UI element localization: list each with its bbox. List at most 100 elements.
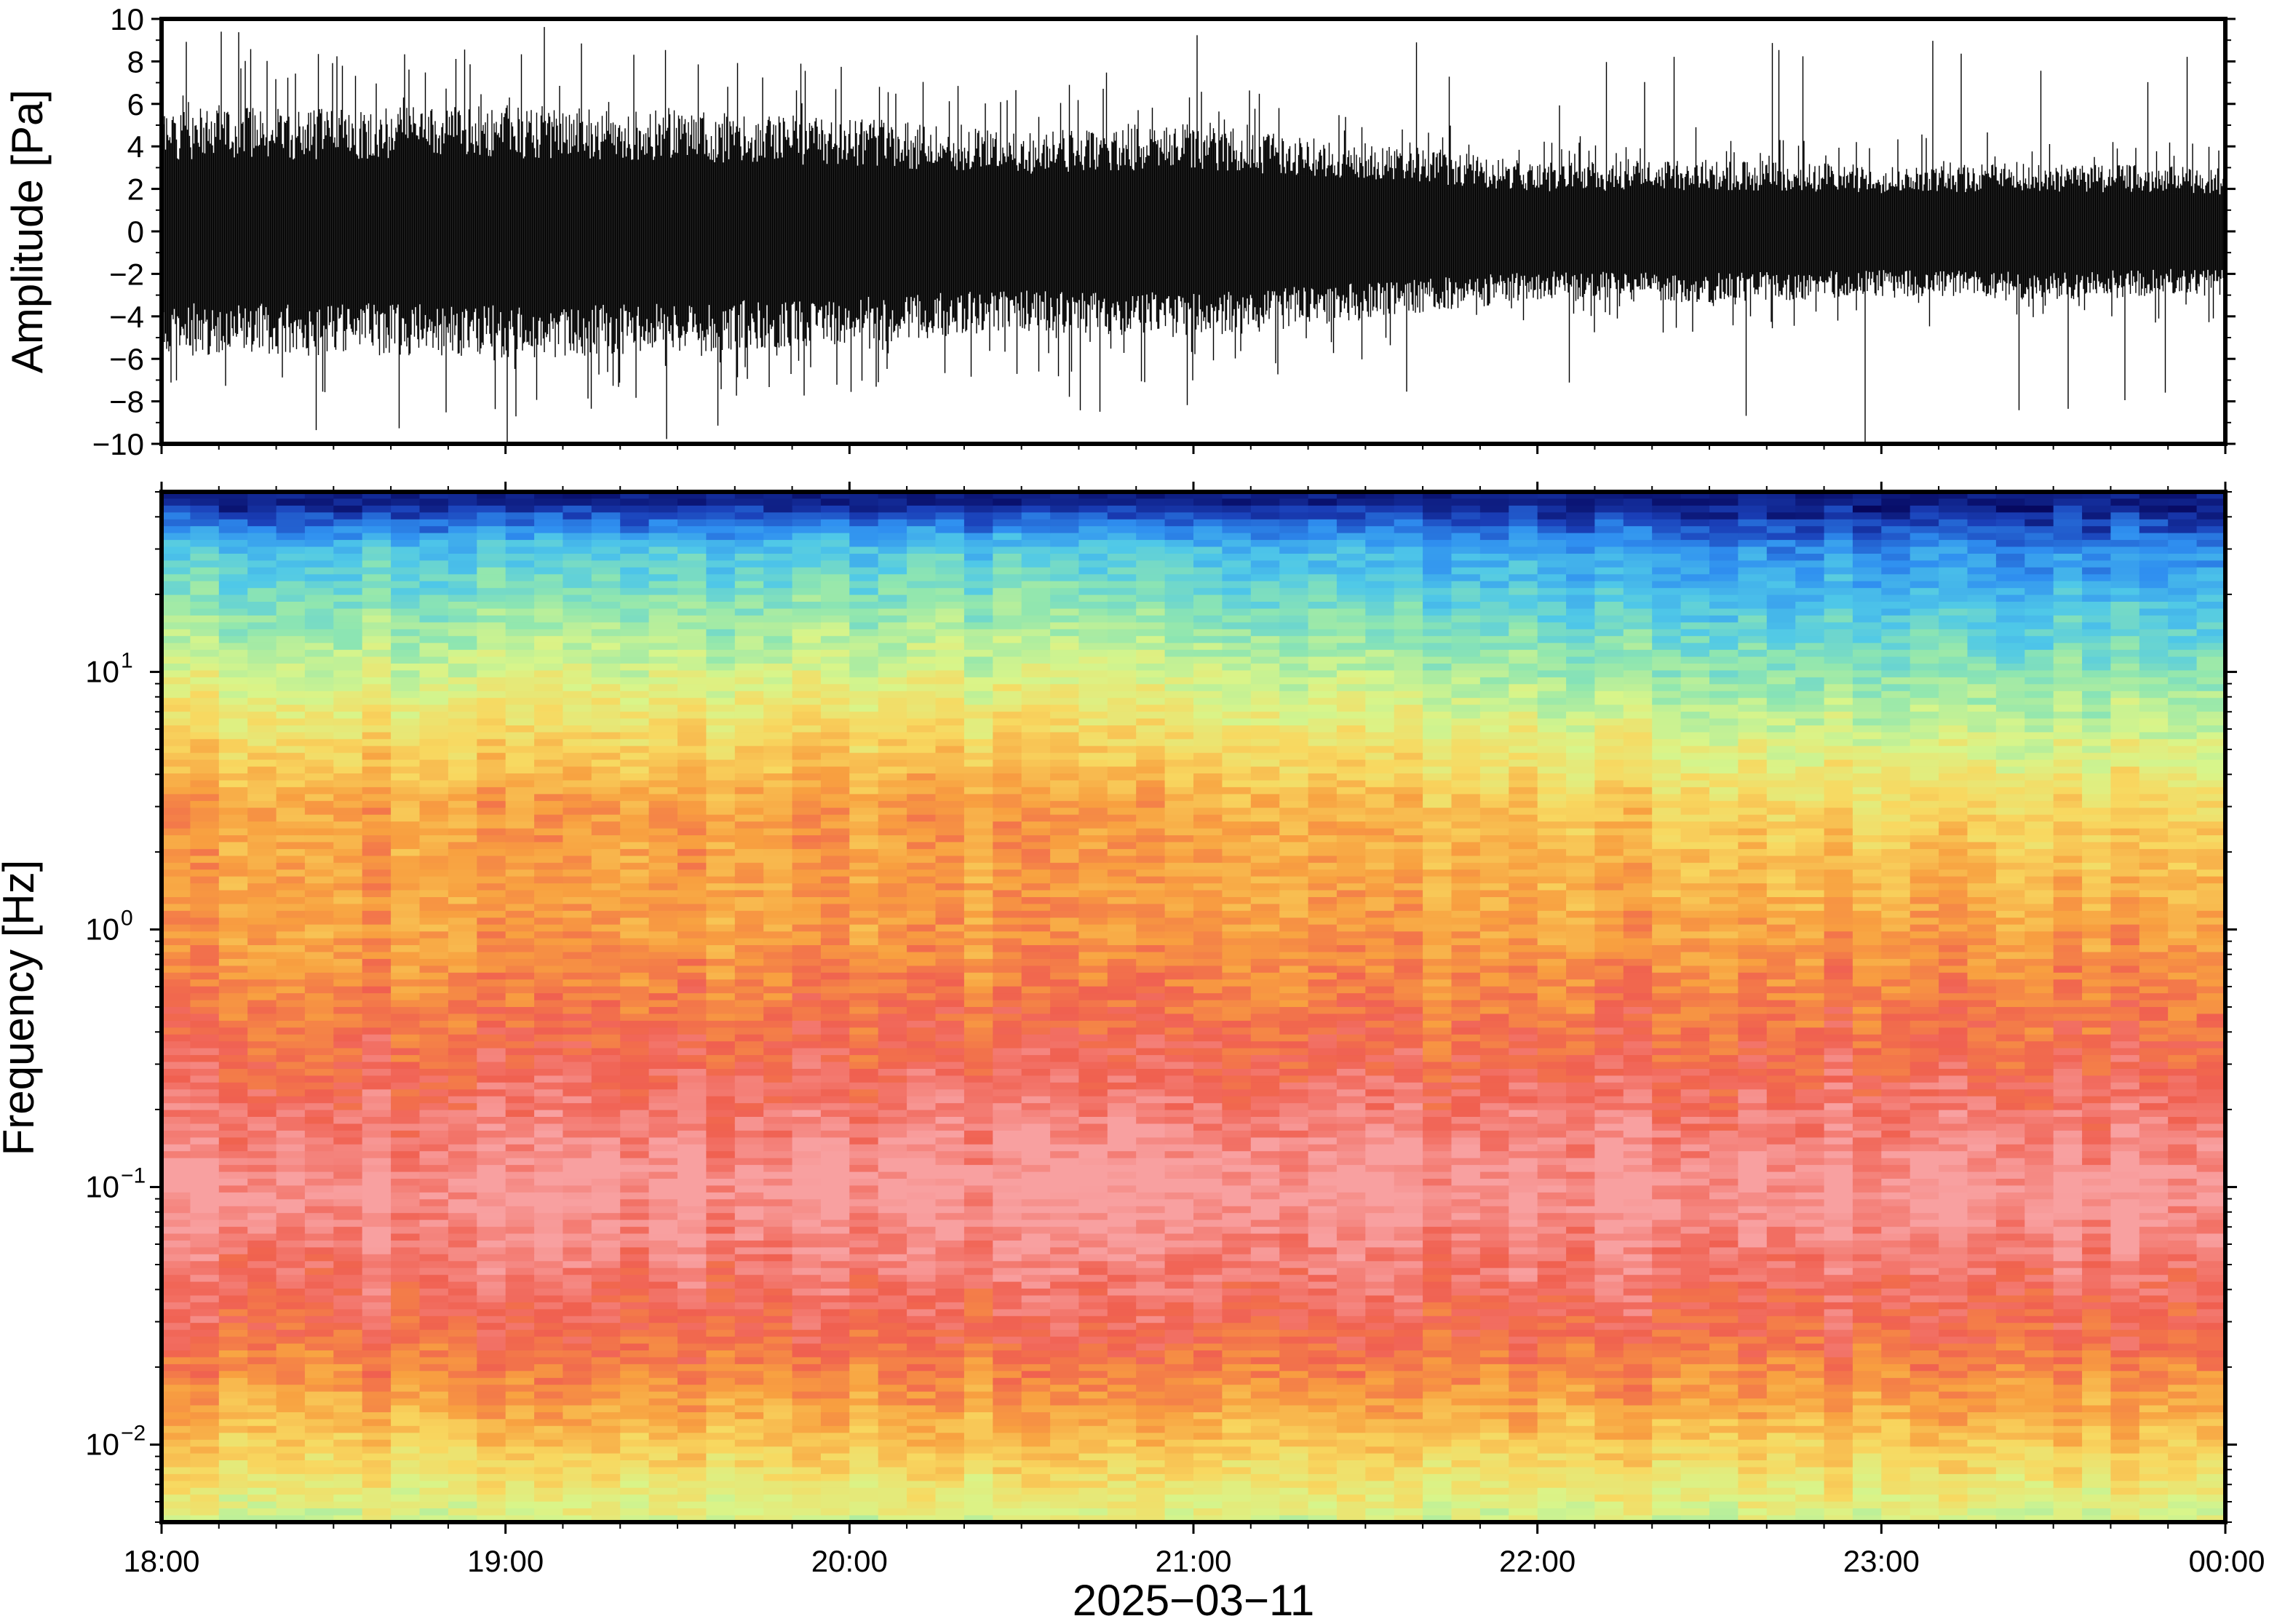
spectrogram-cell [648, 787, 678, 795]
spectrogram-cell [333, 1261, 363, 1269]
spectrogram-cell [1050, 904, 1080, 912]
spectrogram-cell [391, 1130, 421, 1139]
spectrogram-cell [304, 746, 335, 754]
spectrogram-cell [563, 1501, 592, 1509]
spectrogram-cell [419, 1185, 449, 1193]
spectrogram-cell [362, 1508, 392, 1516]
spectrogram-cell [878, 1123, 907, 1131]
spectrogram-cell [505, 1254, 535, 1262]
spectrogram-cell [247, 780, 277, 788]
spectrogram-cell [763, 526, 793, 534]
spectrogram-cell [963, 904, 994, 912]
spectrogram-cell [878, 1103, 907, 1111]
spectrogram-cell [162, 1501, 191, 1509]
spectrogram-cell [591, 787, 621, 795]
spectrogram-cell [907, 952, 937, 960]
spectrogram-cell [1050, 1364, 1080, 1372]
spectrogram-cell [878, 794, 907, 802]
spectrogram-cell [218, 904, 248, 912]
spectrogram-cell [362, 1034, 392, 1042]
spectrogram-cell [333, 670, 363, 678]
spectrogram-cell [534, 828, 564, 836]
spectrogram-cell [477, 1219, 506, 1227]
spectrogram-cell [820, 1027, 851, 1035]
spectrogram-cell [563, 677, 592, 685]
spectrogram-cell [247, 540, 277, 548]
spectrogram-cell [477, 1247, 506, 1255]
spectrogram-cell [706, 931, 736, 939]
spectrogram-cell [763, 752, 793, 760]
spectrogram-cell [907, 1020, 937, 1029]
spectrogram-cell [993, 1254, 1022, 1262]
spectrogram-cell [993, 1179, 1022, 1187]
spectrogram-cell [477, 1227, 506, 1235]
spectrogram-cell [763, 608, 793, 616]
spectrogram-cell [247, 1000, 277, 1008]
spectrogram-cell [677, 766, 707, 774]
spectrogram-cell [448, 1439, 478, 1447]
spectrogram-cell [304, 712, 335, 720]
spectrogram-cell [162, 1343, 191, 1351]
spectrogram-cell [534, 958, 564, 967]
spectrogram-cell [505, 1000, 535, 1008]
spectrogram-cell [648, 677, 678, 685]
spectrogram-cell [304, 794, 335, 802]
spectrogram-cell [190, 1446, 220, 1454]
spectrogram-cell [849, 594, 879, 602]
spectrogram-cell [534, 1295, 564, 1303]
spectrogram-cell [734, 862, 764, 870]
spectrogram-cell [706, 1398, 736, 1406]
spectrogram-cell [993, 1014, 1022, 1022]
spectrogram-cell [563, 890, 592, 898]
spectrogram-cell [247, 752, 277, 760]
spectrogram-cell [505, 890, 535, 898]
spectrogram-cell [505, 746, 535, 754]
spectrogram-cell [763, 1446, 793, 1454]
spectrogram-cell [1021, 1453, 1051, 1461]
spectrogram-cell [1021, 800, 1051, 808]
spectrogram-cell [534, 1144, 564, 1152]
spectrogram-cell [907, 594, 937, 602]
spectrogram-cell [247, 1069, 277, 1077]
spectrogram-cell [677, 869, 707, 877]
spectrogram-cell [963, 931, 994, 939]
spectrogram-cell [162, 883, 191, 891]
spectrogram-cell [304, 1007, 335, 1015]
spectrogram-cell [820, 1295, 851, 1303]
spectrogram-cell [820, 718, 851, 726]
spectrogram-cell [247, 533, 277, 541]
spectrogram-cell [591, 752, 621, 760]
spectrogram-cell [935, 924, 965, 932]
spectrogram-cell [218, 690, 248, 698]
spectrogram-cell [534, 897, 564, 905]
spectrogram-cell [820, 821, 851, 829]
spectrogram-cell [993, 704, 1022, 712]
spectrogram-cell [391, 739, 421, 747]
spectrogram-cell [648, 1412, 678, 1420]
spectrogram-cell [1078, 594, 1108, 602]
spectrogram-cell [591, 684, 621, 692]
spectrogram-cell [849, 1446, 879, 1454]
spectrogram-cell [763, 512, 793, 520]
spectrogram-cell [362, 1398, 392, 1406]
spectrogram-cell [304, 856, 335, 864]
spectrogram-cell [218, 1289, 248, 1297]
spectrogram-cell [591, 1171, 621, 1179]
spectrogram-cell [677, 1199, 707, 1207]
spectrogram-cell [563, 519, 592, 527]
spectrogram-cell [1021, 1419, 1051, 1427]
spectrogram-cell [218, 718, 248, 726]
spectrogram-cell [734, 615, 764, 624]
spectrogram-cell [276, 1501, 306, 1509]
spectrogram-cell [849, 1041, 879, 1049]
spectrogram-cell [448, 718, 478, 726]
spectrogram-cell [706, 842, 736, 850]
spectrogram-cell [763, 1089, 793, 1097]
spectrogram-cell [563, 1364, 592, 1372]
waveform-y-tick-label: 8 [127, 44, 144, 79]
spectrogram-cell [304, 773, 335, 781]
spectrogram-cell [362, 773, 392, 781]
spectrogram-cell [706, 1473, 736, 1482]
spectrogram-cell [534, 712, 564, 720]
spectrogram-cell [648, 1446, 678, 1454]
